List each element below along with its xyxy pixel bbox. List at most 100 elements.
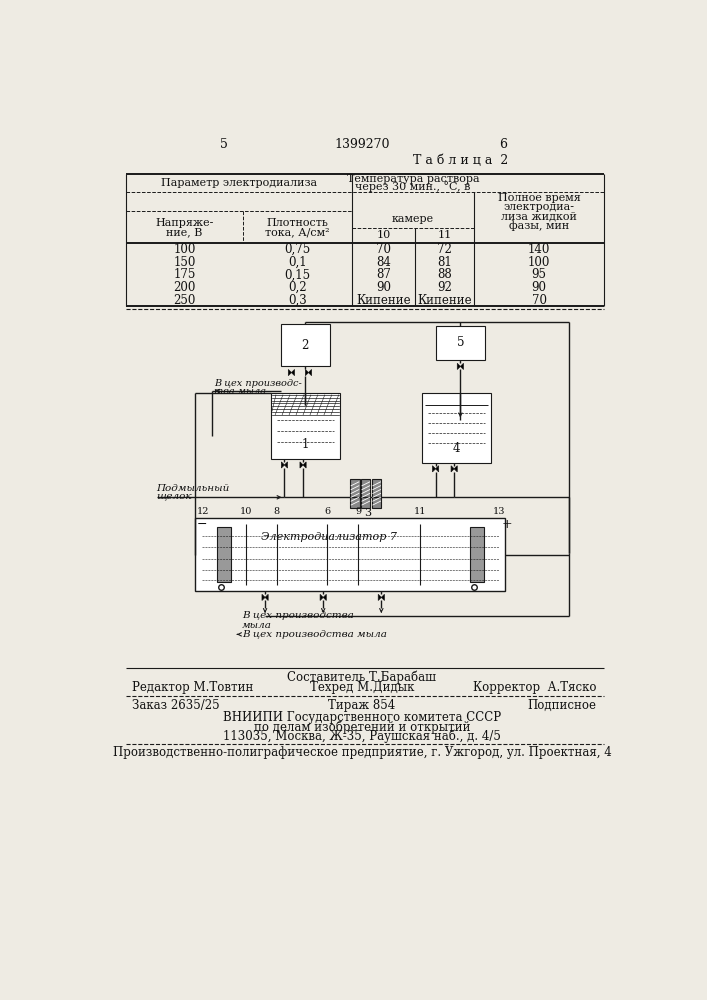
Text: 1: 1	[302, 438, 309, 451]
Text: 0,1: 0,1	[288, 256, 307, 269]
Text: 2: 2	[302, 339, 309, 352]
Text: 90: 90	[532, 281, 547, 294]
Polygon shape	[460, 363, 464, 369]
Text: Напряже-: Напряже-	[156, 218, 214, 228]
Text: 0,15: 0,15	[284, 268, 310, 281]
Text: В цех производс-: В цех производс-	[214, 379, 302, 388]
Text: ние, В: ние, В	[166, 227, 203, 237]
Text: 5: 5	[457, 336, 464, 349]
Text: 175: 175	[173, 268, 196, 281]
Polygon shape	[381, 594, 385, 600]
Bar	[361, 479, 370, 508]
Text: Корректор  А.Тяско: Корректор А.Тяско	[472, 681, 596, 694]
Text: через 30 мин., °C, в: через 30 мин., °C, в	[356, 181, 471, 192]
Text: Редактор М.Товтин: Редактор М.Товтин	[132, 681, 253, 694]
Bar	[351, 479, 360, 508]
Text: 5: 5	[220, 138, 228, 151]
Text: 12: 12	[197, 507, 209, 516]
Text: тва мыла: тва мыла	[214, 387, 266, 396]
Text: 84: 84	[376, 256, 391, 269]
Text: 92: 92	[438, 281, 452, 294]
Text: Электродиализатор 7: Электродиализатор 7	[261, 532, 397, 542]
Text: 81: 81	[438, 256, 452, 269]
Text: 1399270: 1399270	[334, 138, 390, 151]
Bar	[281, 324, 330, 366]
Text: Т а б л и ц а  2: Т а б л и ц а 2	[413, 154, 508, 167]
Bar	[271, 393, 340, 459]
Text: 8: 8	[274, 507, 280, 516]
Polygon shape	[303, 462, 306, 468]
Text: 90: 90	[376, 281, 391, 294]
Polygon shape	[436, 466, 438, 472]
Text: 150: 150	[173, 256, 196, 269]
Text: 9: 9	[355, 507, 361, 516]
Polygon shape	[262, 594, 265, 600]
Bar	[217, 527, 231, 582]
Text: 0,75: 0,75	[284, 243, 311, 256]
Text: Кипение: Кипение	[418, 294, 472, 307]
Text: 11: 11	[414, 507, 426, 516]
Polygon shape	[323, 594, 327, 600]
Text: Плотность: Плотность	[267, 218, 329, 228]
Text: 113035, Москва, Ж-35, Раушская наб., д. 4/5: 113035, Москва, Ж-35, Раушская наб., д. …	[223, 729, 501, 743]
Text: В цех производства: В цех производства	[242, 611, 354, 620]
Polygon shape	[265, 594, 268, 600]
Text: мыла: мыла	[242, 621, 271, 630]
Bar	[436, 326, 485, 360]
Polygon shape	[433, 466, 436, 472]
Polygon shape	[305, 369, 308, 376]
Text: тока, А/см²: тока, А/см²	[265, 227, 330, 237]
Text: лиза жидкой: лиза жидкой	[501, 211, 577, 221]
Text: 95: 95	[532, 268, 547, 281]
Text: 3: 3	[364, 508, 371, 518]
Polygon shape	[300, 462, 303, 468]
Text: 6: 6	[324, 507, 330, 516]
Text: электродиа-: электродиа-	[503, 202, 575, 212]
Bar	[469, 527, 484, 582]
Bar	[372, 479, 381, 508]
Text: щелок: щелок	[156, 491, 192, 500]
Text: 10: 10	[377, 231, 391, 240]
Text: Параметр электродиализа: Параметр электродиализа	[160, 178, 317, 188]
Text: 250: 250	[173, 294, 196, 307]
Text: ВНИИПИ Государственного комитета СССР: ВНИИПИ Государственного комитета СССР	[223, 711, 501, 724]
Polygon shape	[454, 466, 457, 472]
Text: Подписное: Подписное	[527, 699, 596, 712]
Text: 100: 100	[528, 256, 550, 269]
Polygon shape	[378, 594, 381, 600]
Text: фазы, мин: фазы, мин	[509, 220, 569, 231]
Text: 11: 11	[438, 231, 452, 240]
Text: Составитель Т.Барабаш: Составитель Т.Барабаш	[288, 671, 436, 684]
Text: В цех производства мыла: В цех производства мыла	[242, 630, 387, 639]
Text: 0,2: 0,2	[288, 281, 307, 294]
Text: 72: 72	[438, 243, 452, 256]
Text: Кипение: Кипение	[356, 294, 411, 307]
Polygon shape	[451, 466, 454, 472]
Bar	[421, 393, 491, 463]
Polygon shape	[281, 462, 284, 468]
Text: 70: 70	[376, 243, 391, 256]
Text: Заказ 2635/25: Заказ 2635/25	[132, 699, 219, 712]
Polygon shape	[308, 369, 312, 376]
Polygon shape	[284, 462, 288, 468]
Text: Подмыльный: Подмыльный	[156, 484, 230, 493]
Text: Температура раствора: Температура раствора	[347, 174, 479, 184]
Polygon shape	[291, 369, 295, 376]
Text: 100: 100	[173, 243, 196, 256]
Text: Техред М.Дидык: Техред М.Дидык	[310, 681, 414, 694]
Text: +: +	[501, 518, 512, 531]
Text: 88: 88	[438, 268, 452, 281]
Text: Полное время: Полное время	[498, 193, 580, 203]
Polygon shape	[320, 594, 323, 600]
Text: 140: 140	[528, 243, 550, 256]
Text: камере: камере	[392, 214, 434, 224]
Text: 70: 70	[532, 294, 547, 307]
Text: 13: 13	[493, 507, 506, 516]
Text: 200: 200	[173, 281, 196, 294]
Polygon shape	[288, 369, 291, 376]
Text: по делам изобретений и открытий: по делам изобретений и открытий	[254, 720, 470, 734]
Text: 4: 4	[452, 442, 460, 455]
Text: 10: 10	[240, 507, 252, 516]
Text: Тираж 854: Тираж 854	[328, 699, 396, 712]
Text: Производственно-полиграфическое предприятие, г. Ужгород, ул. Проектная, 4: Производственно-полиграфическое предприя…	[112, 746, 612, 759]
